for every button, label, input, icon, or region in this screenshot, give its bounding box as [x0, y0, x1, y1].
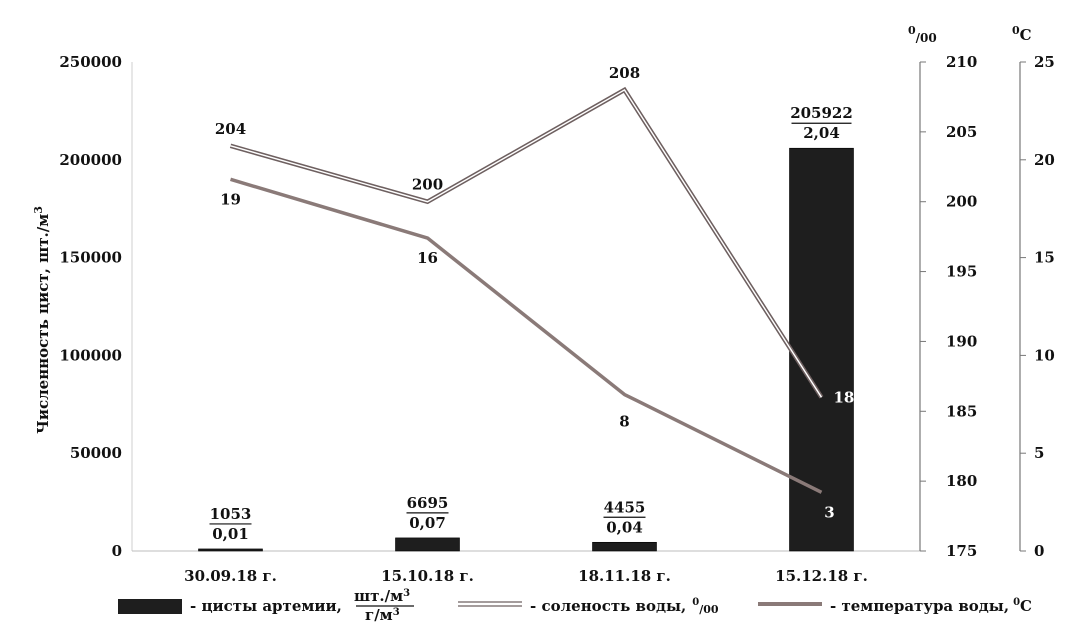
legend-swatch-cysts	[118, 599, 182, 614]
bar-label-count: 1053	[210, 505, 252, 523]
line-series	[229, 86, 824, 494]
temperature-tick-label: 0	[1034, 542, 1044, 560]
left-tick-label: 200000	[59, 151, 122, 169]
temperature-data-label: 8	[619, 413, 629, 431]
salinity-tick-label: 210	[946, 53, 977, 71]
temperature-axis-ticks: 0 5 10 15 20 25	[1020, 53, 1055, 560]
temperature-tick-label: 5	[1034, 444, 1044, 462]
salinity-tick-label: 205	[946, 123, 977, 141]
salinity-line-inner	[230, 89, 823, 398]
bar-label-mass: 0,01	[212, 525, 249, 543]
salinity-tick-label: 185	[946, 402, 977, 420]
category-label: 30.09.18 г.	[184, 567, 277, 585]
bar-label-count: 6695	[407, 494, 449, 512]
legend-label-temperature: - температура воды, 0C	[830, 597, 1032, 615]
salinity-data-label: 200	[412, 176, 443, 194]
temperature-tick-label: 10	[1034, 346, 1055, 364]
salinity-tick-label: 200	[946, 193, 977, 211]
left-tick-label: 100000	[59, 346, 122, 364]
bar-cysts	[395, 537, 460, 552]
salinity-tick-label: 195	[946, 263, 977, 281]
salinity-data-label: 204	[215, 120, 246, 138]
salinity-tick-label: 180	[946, 472, 977, 490]
bar-label-mass: 2,04	[803, 124, 840, 142]
temperature-tick-label: 25	[1034, 53, 1055, 71]
legend-cysts-unit-numerator: шт./м3	[354, 587, 410, 605]
temperature-data-label: 3	[824, 503, 834, 521]
left-axis-ticks: 0 50000 100000 150000 200000 250000	[59, 53, 122, 560]
temperature-data-label: 19	[220, 190, 241, 208]
bar-cysts	[789, 147, 854, 552]
left-tick-label: 250000	[59, 53, 122, 71]
temperature-line	[230, 177, 823, 494]
salinity-unit-label: 0/00	[908, 24, 937, 45]
bar-label-mass: 0,07	[409, 514, 446, 532]
y-axis-title: Численность цист, шт./м3	[32, 206, 52, 434]
salinity-data-label: 208	[609, 64, 640, 82]
bar-cysts	[592, 541, 657, 552]
axes-layer	[131, 62, 1021, 552]
bar-cysts	[198, 548, 263, 552]
bar-label-count: 205922	[790, 104, 853, 122]
left-tick-label: 50000	[70, 444, 122, 462]
left-tick-label: 0	[112, 542, 122, 560]
salinity-axis-ticks: 175 180 185 190 195 200 205 210	[920, 53, 977, 560]
bar-series	[198, 147, 854, 552]
legend-cysts-unit-denominator: г/м3	[365, 606, 400, 624]
category-labels: 30.09.18 г. 15.10.18 г. 18.11.18 г. 15.12.1…	[184, 567, 868, 585]
legend: - цисты артемии, шт./м3 г/м3 - соленость…	[118, 587, 1032, 624]
category-label: 15.12.18 г.	[775, 567, 868, 585]
left-tick-label: 150000	[59, 249, 122, 267]
salinity-tick-label: 175	[946, 542, 977, 560]
category-label: 18.11.18 г.	[578, 567, 671, 585]
legend-label-salinity: - соленость воды, 0/00	[530, 597, 719, 616]
bar-label-mass: 0,04	[606, 518, 643, 536]
legend-label-cysts: - цисты артемии,	[190, 597, 342, 615]
temperature-data-label: 16	[417, 249, 438, 267]
data-labels: 1053 0,01 6695 0,07 4455 0,04 205922 2,04 204 200…	[209, 64, 865, 543]
bar-label-count: 4455	[604, 498, 646, 516]
temperature-unit-label: 0C	[1012, 24, 1032, 44]
temperature-tick-label: 15	[1034, 249, 1055, 267]
category-label: 15.10.18 г.	[381, 567, 474, 585]
salinity-tick-label: 190	[946, 332, 977, 350]
salinity-data-label: 186	[834, 388, 865, 406]
temperature-tick-label: 20	[1034, 151, 1055, 169]
